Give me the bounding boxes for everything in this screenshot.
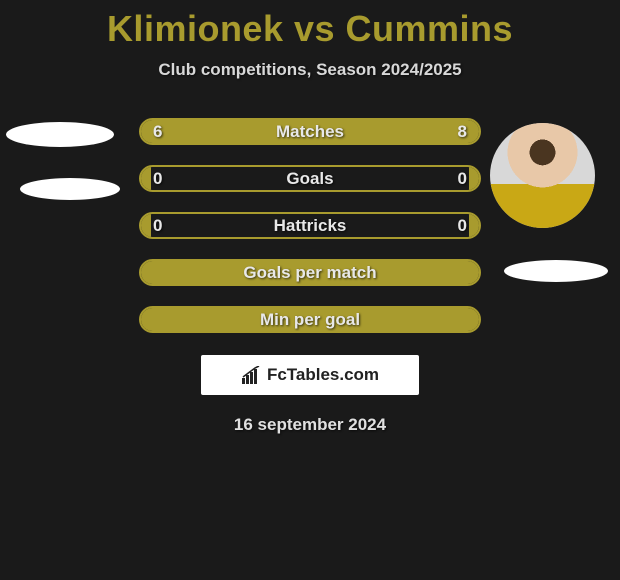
- stats-container: 6 Matches 8 0 Goals 0 0 Hattricks 0 Goal…: [139, 118, 481, 333]
- stat-value-right: 0: [458, 216, 467, 236]
- avatar-player-right: [490, 123, 595, 228]
- stat-row-hattricks: 0 Hattricks 0: [139, 212, 481, 239]
- avatar-left-shadow-2: [20, 178, 120, 200]
- stat-row-matches: 6 Matches 8: [139, 118, 481, 145]
- stat-label: Hattricks: [141, 216, 479, 236]
- page-title: Klimionek vs Cummins: [0, 0, 620, 50]
- stat-row-goals-per-match: Goals per match: [139, 259, 481, 286]
- stat-label: Matches: [141, 122, 479, 142]
- avatar-right-shadow: [504, 260, 608, 282]
- stat-value-right: 0: [458, 169, 467, 189]
- brand-chart-icon: [241, 366, 261, 384]
- stat-label: Goals: [141, 169, 479, 189]
- brand-badge: FcTables.com: [201, 355, 419, 395]
- brand-text: FcTables.com: [267, 365, 379, 385]
- stat-label: Min per goal: [141, 310, 479, 330]
- stat-label: Goals per match: [141, 263, 479, 283]
- date-text: 16 september 2024: [0, 415, 620, 435]
- stat-row-min-per-goal: Min per goal: [139, 306, 481, 333]
- avatar-left-shadow-1: [6, 122, 114, 147]
- stat-row-goals: 0 Goals 0: [139, 165, 481, 192]
- stat-value-right: 8: [458, 122, 467, 142]
- subtitle: Club competitions, Season 2024/2025: [0, 60, 620, 80]
- avatar-placeholder-icon: [490, 123, 595, 228]
